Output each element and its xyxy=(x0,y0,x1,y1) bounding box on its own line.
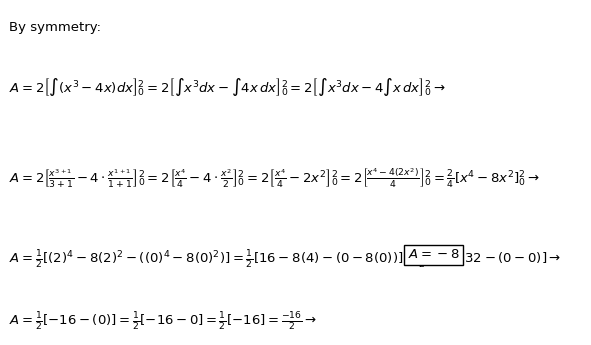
Text: $A = \frac{1}{2}[(2)^4 - 8(2)^2 - ((0)^4 - 8(0)^2)] = \frac{1}{2}[16 - 8(4) - (0: $A = \frac{1}{2}[(2)^4 - 8(2)^2 - ((0)^4… xyxy=(9,248,561,270)
Text: $A = 2\left[\int (x^3 - 4x)dx\right]_0^2 = 2\left[\int x^3dx - \int 4x\,dx\right: $A = 2\left[\int (x^3 - 4x)dx\right]_0^2… xyxy=(9,76,446,98)
Text: $A = \frac{1}{2}[-16 - (0)] = \frac{1}{2}[-16 - 0] = \frac{1}{2}[-16] = \frac{-1: $A = \frac{1}{2}[-16 - (0)] = \frac{1}{2… xyxy=(9,310,317,333)
Text: $A = 2\left[\frac{x^{3+1}}{3+1} - 4 \cdot \frac{x^{1+1}}{1+1}\right]_0^2 = 2\lef: $A = 2\left[\frac{x^{3+1}}{3+1} - 4 \cdo… xyxy=(9,166,540,189)
Text: By symmetry:: By symmetry: xyxy=(9,21,101,34)
Text: $A = -8$: $A = -8$ xyxy=(408,248,460,262)
